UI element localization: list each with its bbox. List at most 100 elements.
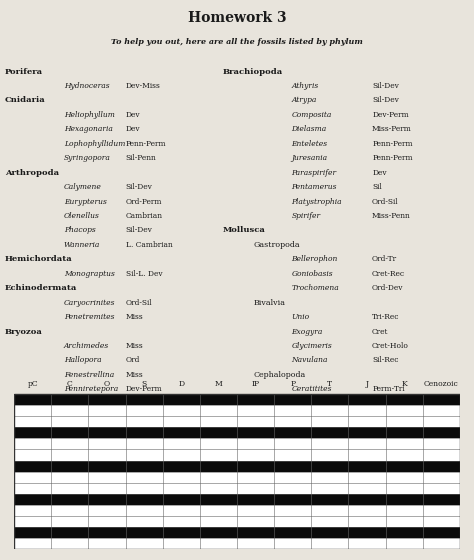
Text: Penn-Perm: Penn-Perm [126, 140, 166, 148]
Text: Miss-Perm: Miss-Perm [372, 125, 412, 133]
Text: Miss: Miss [126, 313, 143, 321]
Bar [14, 405, 460, 417]
Text: Cephalopoda: Cephalopoda [254, 371, 306, 379]
Text: M: M [215, 380, 222, 388]
Text: Bryozoa: Bryozoa [5, 328, 43, 335]
Text: Michelinoceras: Michelinoceras [292, 428, 350, 437]
Text: Caryocrinites: Caryocrinites [64, 298, 116, 307]
Text: Platystrophia: Platystrophia [292, 198, 342, 206]
Text: Cret: Cret [372, 328, 389, 335]
Text: J: J [365, 380, 368, 388]
Bar [14, 505, 460, 516]
Text: Ord-Perm: Ord-Perm [126, 198, 162, 206]
Text: Echinodermata: Echinodermata [5, 284, 77, 292]
Bar [14, 493, 460, 505]
Text: Atrypa: Atrypa [292, 96, 317, 104]
Text: Ord-Dev: Ord-Dev [372, 284, 403, 292]
Text: Athyris: Athyris [292, 82, 319, 90]
Text: Penniretepora: Penniretepora [64, 385, 118, 393]
Text: Cnidaria: Cnidaria [5, 96, 46, 104]
Text: Bellerophon: Bellerophon [292, 255, 338, 263]
Text: Wanneria: Wanneria [64, 241, 100, 249]
Text: Composita: Composita [292, 111, 332, 119]
Text: Ord-Sil: Ord-Sil [372, 198, 399, 206]
Text: Dev-Perm: Dev-Perm [372, 111, 409, 119]
Text: Brachiopoda: Brachiopoda [223, 68, 283, 76]
Text: Lophophyllidum: Lophophyllidum [64, 140, 125, 148]
Text: Cret-Rec: Cret-Rec [372, 270, 405, 278]
Text: Homework 3: Homework 3 [188, 11, 286, 25]
Bar [14, 450, 460, 460]
Text: Miss: Miss [126, 342, 143, 350]
Text: Perm-Tri: Perm-Tri [372, 385, 405, 393]
Text: Dev-Miss: Dev-Miss [126, 82, 161, 90]
Text: Tri-Rec: Tri-Rec [372, 313, 400, 321]
Text: Dielasma: Dielasma [292, 125, 327, 133]
Text: To help you out, here are all the fossils listed by phylum: To help you out, here are all the fossil… [111, 38, 363, 45]
Bar [14, 460, 460, 472]
Text: Ord-Sil: Ord-Sil [126, 298, 152, 307]
Text: Sil-Rec: Sil-Rec [372, 356, 399, 365]
Text: Enteletes: Enteletes [292, 140, 328, 148]
Text: Perrinites: Perrinites [292, 443, 329, 451]
Text: Ceratitites: Ceratitites [292, 385, 332, 393]
Text: Olenellus: Olenellus [64, 212, 100, 220]
Text: Fenestrellina: Fenestrellina [64, 371, 114, 379]
Text: Cenozoic: Cenozoic [424, 380, 458, 388]
Bar [14, 472, 460, 483]
Text: Heliophyllum: Heliophyllum [64, 111, 115, 119]
Text: P: P [290, 380, 295, 388]
Text: Sil-Dev: Sil-Dev [372, 96, 399, 104]
Text: M. Perm: M. Perm [372, 443, 404, 451]
Text: Dev: Dev [372, 169, 387, 176]
Text: Syringopora: Syringopora [64, 154, 111, 162]
Text: O: O [104, 380, 110, 388]
Text: Goniobasis: Goniobasis [292, 270, 333, 278]
Text: S: S [142, 380, 147, 388]
Text: Paraspirifer: Paraspirifer [292, 169, 337, 176]
Text: C: C [67, 380, 73, 388]
Text: Hydnoceras: Hydnoceras [64, 82, 109, 90]
Text: Ord-Tri: Ord-Tri [372, 428, 400, 437]
Text: Gastropoda: Gastropoda [254, 241, 300, 249]
Text: Dev-Perm: Dev-Perm [126, 385, 163, 393]
Bar [14, 394, 460, 405]
Text: Arthropoda: Arthropoda [5, 169, 59, 176]
Text: L. Cambrian: L. Cambrian [126, 241, 173, 249]
Text: Calymene: Calymene [64, 183, 102, 191]
Text: Sil-Dev: Sil-Dev [126, 183, 153, 191]
Text: K: K [401, 380, 407, 388]
Text: Penetremites: Penetremites [64, 313, 115, 321]
Text: Hexagonaria: Hexagonaria [64, 125, 113, 133]
Text: Jur-Cret: Jur-Cret [372, 414, 402, 422]
Text: Trochomena: Trochomena [292, 284, 339, 292]
Text: Ord: Ord [126, 356, 140, 365]
Bar [14, 438, 460, 450]
Text: T: T [327, 380, 332, 388]
Text: Glycimeris: Glycimeris [292, 342, 332, 350]
Bar [14, 394, 460, 549]
Text: Lytoceras: Lytoceras [292, 414, 329, 422]
Text: Porifera: Porifera [5, 68, 43, 76]
Text: Spirifer: Spirifer [292, 212, 320, 220]
Text: Bivalvia: Bivalvia [254, 298, 286, 307]
Text: Dev: Dev [126, 111, 140, 119]
Bar [14, 417, 460, 427]
Text: pC: pC [27, 380, 38, 388]
Text: Unio: Unio [292, 313, 310, 321]
Text: Cambrian: Cambrian [126, 212, 163, 220]
Bar [14, 483, 460, 493]
Text: Eurypterus: Eurypterus [64, 198, 107, 206]
Text: Miss-Penn: Miss-Penn [372, 212, 411, 220]
Text: Cret-Holo: Cret-Holo [372, 342, 409, 350]
Text: Monograptus: Monograptus [64, 270, 115, 278]
Text: Sil-Dev: Sil-Dev [372, 82, 399, 90]
Text: Hallopora: Hallopora [64, 356, 101, 365]
Text: Endobolus: Endobolus [292, 400, 331, 408]
Text: Archimedes: Archimedes [64, 342, 109, 350]
Text: Dev: Dev [126, 125, 140, 133]
Bar [14, 516, 460, 527]
Text: Miss-Perm: Miss-Perm [372, 400, 412, 408]
Text: Penn-Perm: Penn-Perm [372, 140, 413, 148]
Text: Navulana: Navulana [292, 356, 328, 365]
